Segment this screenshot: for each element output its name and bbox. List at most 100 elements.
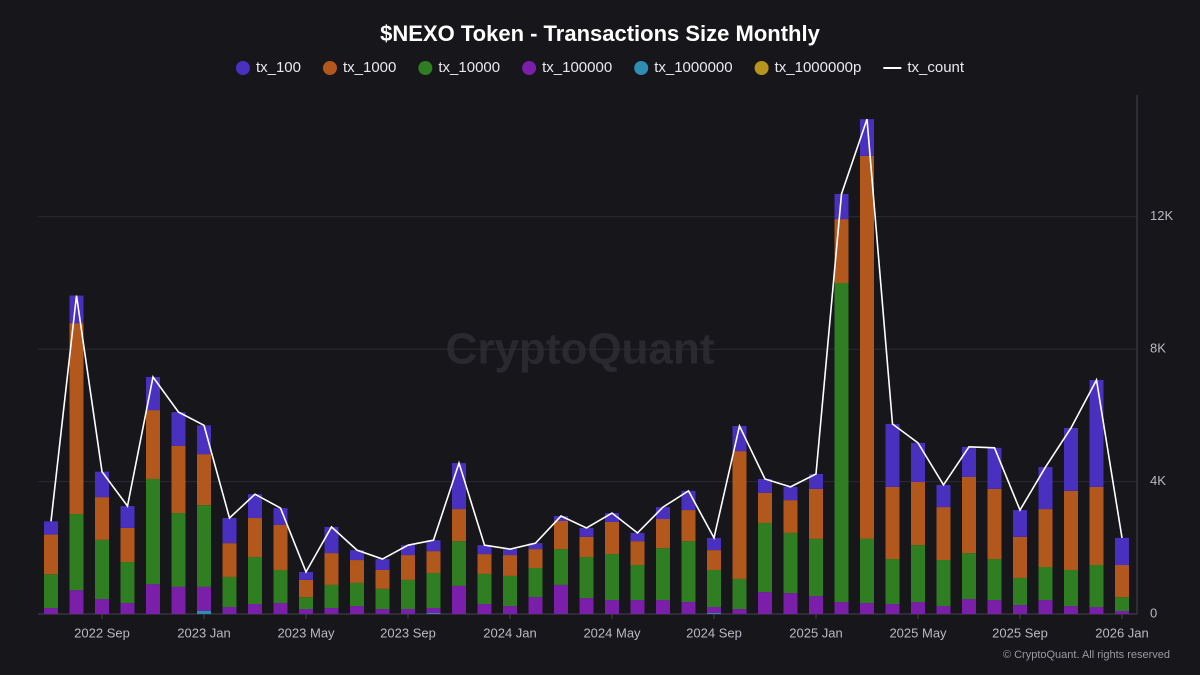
- bar-segment: [809, 596, 823, 614]
- bar-segment: [171, 412, 186, 446]
- bar-segment: [171, 513, 186, 587]
- bar-segment: [273, 569, 288, 604]
- bar-segment: [783, 486, 798, 501]
- bar-segment: [120, 527, 135, 563]
- bar-segment: [171, 445, 186, 514]
- x-tick-label: 2023 Jan: [177, 625, 231, 640]
- legend-dot: [634, 61, 649, 75]
- bar-segment: [911, 442, 925, 482]
- bar-segment: [860, 603, 874, 614]
- bar-segment: [146, 584, 160, 614]
- bar-segment: [605, 513, 619, 522]
- bar-segment: [962, 446, 976, 477]
- bar-segment: [299, 609, 313, 614]
- bar-segment: [299, 597, 313, 610]
- bar-segment: [885, 559, 900, 605]
- bar-segment: [962, 553, 976, 600]
- bar-segment: [426, 551, 441, 573]
- bar-segment: [69, 323, 84, 515]
- bar-segment: [579, 598, 594, 614]
- bar-segment: [197, 425, 211, 455]
- legend-dot: [235, 61, 250, 75]
- x-tick-label: 2023 May: [277, 625, 335, 640]
- bar-segment: [44, 534, 58, 575]
- bar-segment: [605, 521, 619, 555]
- bar-segment: [579, 527, 594, 537]
- bar-segment: [656, 600, 670, 614]
- bar-segment: [1064, 427, 1078, 491]
- bar-segment: [350, 560, 364, 583]
- bar-segment: [528, 597, 543, 614]
- bar-segment: [1115, 537, 1129, 566]
- bar-segment: [987, 488, 1002, 560]
- y-tick-label: 0: [1150, 605, 1157, 620]
- bar-segment: [1089, 565, 1104, 608]
- credit: © CryptoQuant. All rights reserved: [1003, 649, 1170, 661]
- bar-segment: [1013, 577, 1027, 606]
- bar-segment: [783, 532, 798, 594]
- bar-segment: [503, 549, 517, 556]
- bar-segment: [758, 522, 772, 593]
- bar-segment: [273, 603, 288, 614]
- bar-segment: [579, 536, 594, 558]
- bar-segment: [554, 584, 568, 614]
- bar-segment: [656, 548, 670, 601]
- x-tick-label: 2024 Sep: [686, 625, 742, 640]
- bar-segment: [146, 478, 160, 585]
- bar-segment: [834, 283, 849, 603]
- bar-segment: [248, 518, 262, 558]
- bar-segment: [95, 539, 109, 600]
- legend-label: tx_1000: [343, 59, 396, 76]
- bar-segment: [987, 600, 1002, 614]
- bar-segment: [69, 590, 84, 614]
- legend-dot: [754, 61, 769, 75]
- bar-segment: [758, 492, 772, 523]
- bar-segment: [146, 410, 160, 479]
- bar-segment: [197, 586, 211, 611]
- bar-segment: [656, 507, 670, 520]
- bar-segment: [146, 377, 160, 411]
- x-tick-label: 2022 Sep: [74, 625, 130, 640]
- bar-segment: [707, 550, 721, 570]
- bar-segment: [962, 599, 976, 614]
- legend-dot: [522, 61, 537, 75]
- bar-segment: [222, 576, 237, 608]
- bar-segment: [1064, 490, 1078, 570]
- bar-segment: [375, 609, 390, 614]
- bar-segment: [911, 602, 925, 614]
- legend-label: tx_100: [256, 59, 301, 76]
- bar-segment: [426, 572, 441, 609]
- bar-segment: [1013, 510, 1027, 537]
- bar-segment: [732, 451, 747, 579]
- legend-label: tx_10000: [438, 59, 500, 76]
- bar-segment: [758, 592, 772, 614]
- bar-segment: [350, 550, 364, 561]
- bar-segment: [1013, 536, 1027, 578]
- bar-segment: [1038, 600, 1053, 614]
- bar-segment: [299, 571, 313, 580]
- x-tick-label: 2025 Sep: [992, 625, 1048, 640]
- bar-segment: [324, 608, 339, 614]
- legend-dot: [322, 61, 337, 75]
- x-tick-label: 2026 Jan: [1095, 625, 1149, 640]
- bar-segment: [681, 602, 696, 614]
- x-tick-label: 2023 Sep: [380, 625, 436, 640]
- bar-segment: [554, 549, 568, 585]
- bar-segment: [1089, 607, 1104, 614]
- bar-segment: [758, 478, 772, 493]
- bar-segment: [554, 516, 568, 521]
- bar-segment: [630, 600, 645, 614]
- bar-segment: [987, 559, 1002, 601]
- bar-segment: [401, 579, 415, 610]
- bar-segment: [324, 553, 339, 585]
- bar-segment: [860, 155, 874, 539]
- bar-segment: [350, 606, 364, 614]
- bar-segment: [44, 608, 58, 614]
- bar-segment: [783, 500, 798, 533]
- bar-segment: [860, 538, 874, 604]
- bar-segment: [1064, 606, 1078, 614]
- x-tick-label: 2024 Jan: [483, 625, 537, 640]
- bar-segment: [452, 463, 466, 510]
- bar-segment: [197, 610, 211, 614]
